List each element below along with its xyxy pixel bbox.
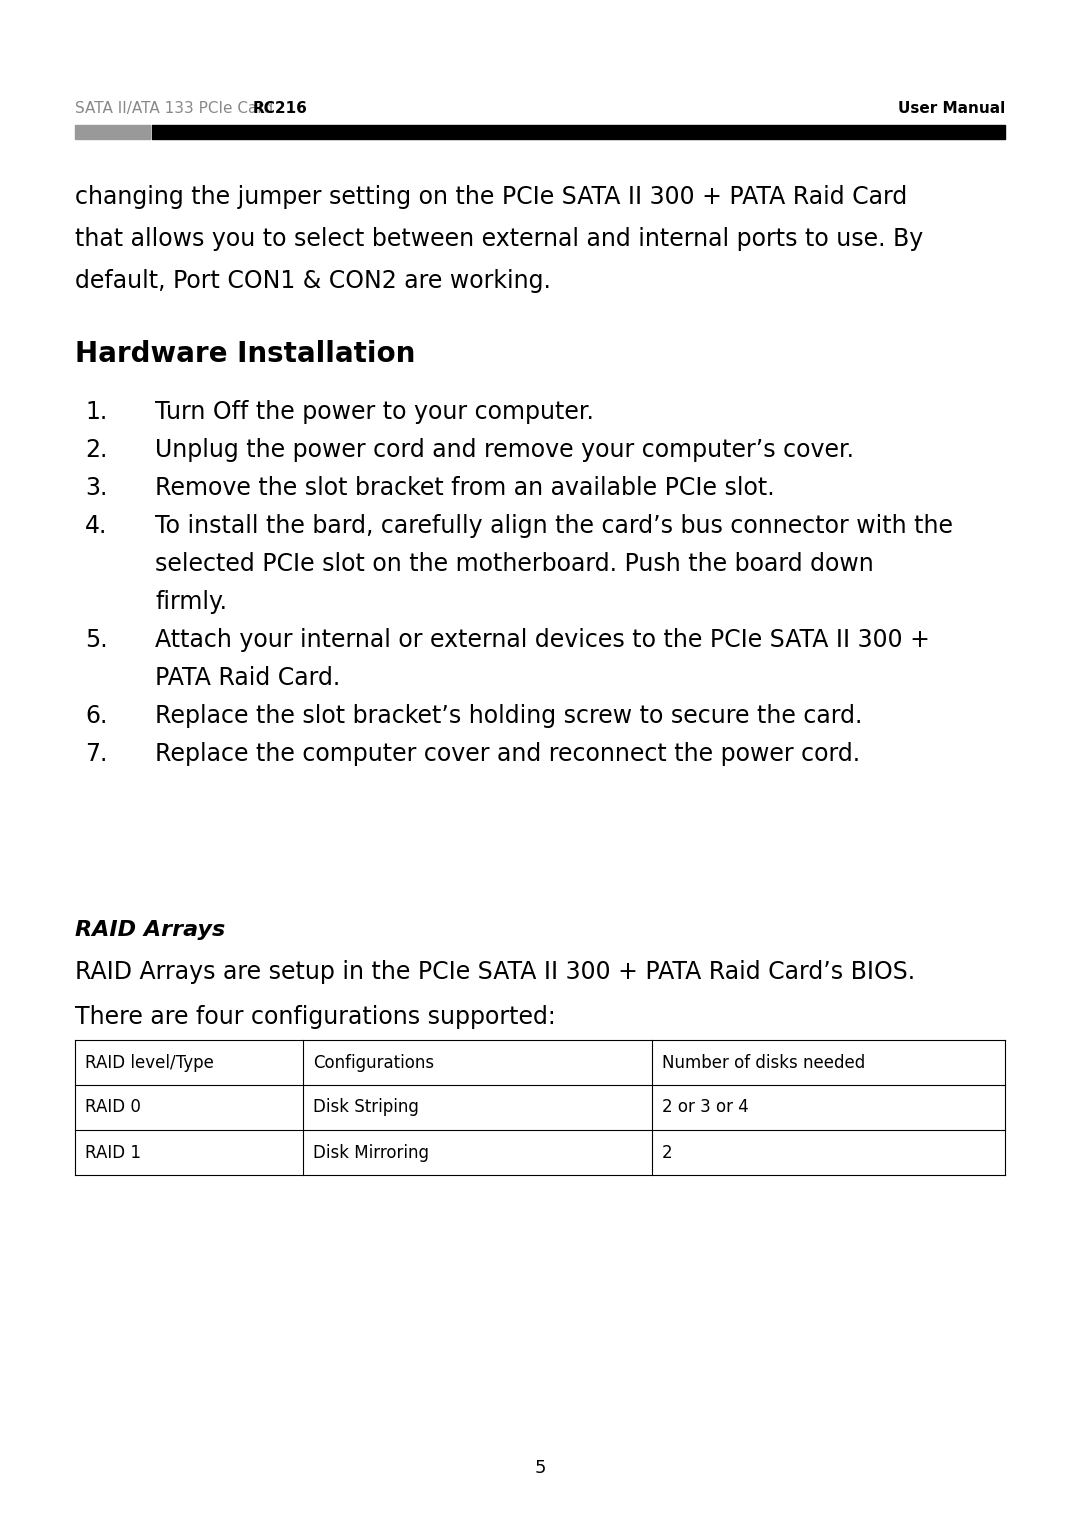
Text: User Manual: User Manual bbox=[897, 101, 1005, 116]
Text: Hardware Installation: Hardware Installation bbox=[75, 340, 416, 369]
Text: Replace the slot bracket’s holding screw to secure the card.: Replace the slot bracket’s holding screw… bbox=[156, 704, 862, 728]
Text: Remove the slot bracket from an available PCIe slot.: Remove the slot bracket from an availabl… bbox=[156, 477, 774, 500]
Text: RC216: RC216 bbox=[253, 101, 308, 116]
Text: RAID 1: RAID 1 bbox=[85, 1144, 141, 1162]
Text: RAID level/Type: RAID level/Type bbox=[85, 1054, 214, 1072]
Text: Number of disks needed: Number of disks needed bbox=[662, 1054, 865, 1072]
Text: 6.: 6. bbox=[85, 704, 107, 728]
Text: Replace the computer cover and reconnect the power cord.: Replace the computer cover and reconnect… bbox=[156, 742, 860, 766]
Text: Disk Mirroring: Disk Mirroring bbox=[313, 1144, 429, 1162]
Text: default, Port CON1 & CON2 are working.: default, Port CON1 & CON2 are working. bbox=[75, 270, 551, 292]
Text: RAID Arrays are setup in the PCIe SATA II 300 + PATA Raid Card’s BIOS.: RAID Arrays are setup in the PCIe SATA I… bbox=[75, 959, 915, 984]
Text: firmly.: firmly. bbox=[156, 589, 227, 614]
Text: 3.: 3. bbox=[85, 477, 107, 500]
Text: To install the bard, carefully align the card’s bus connector with the: To install the bard, carefully align the… bbox=[156, 513, 953, 538]
Text: 5.: 5. bbox=[85, 627, 108, 652]
Text: 7.: 7. bbox=[85, 742, 107, 766]
Text: There are four configurations supported:: There are four configurations supported: bbox=[75, 1005, 556, 1030]
Text: 5: 5 bbox=[535, 1459, 545, 1477]
Text: 2: 2 bbox=[662, 1144, 672, 1162]
Text: Attach your internal or external devices to the PCIe SATA II 300 +: Attach your internal or external devices… bbox=[156, 627, 930, 652]
Text: 2.: 2. bbox=[85, 439, 107, 461]
Text: RAID 0: RAID 0 bbox=[85, 1098, 140, 1116]
Text: changing the jumper setting on the PCIe SATA II 300 + PATA Raid Card: changing the jumper setting on the PCIe … bbox=[75, 184, 907, 209]
Text: Turn Off the power to your computer.: Turn Off the power to your computer. bbox=[156, 401, 594, 423]
Text: PATA Raid Card.: PATA Raid Card. bbox=[156, 666, 340, 690]
Text: 1.: 1. bbox=[85, 401, 107, 423]
Text: Disk Striping: Disk Striping bbox=[313, 1098, 419, 1116]
Text: 2 or 3 or 4: 2 or 3 or 4 bbox=[662, 1098, 748, 1116]
Text: SATA II/ATA 133 PCIe Card: SATA II/ATA 133 PCIe Card bbox=[75, 101, 279, 116]
Text: 4.: 4. bbox=[85, 513, 107, 538]
Text: Unplug the power cord and remove your computer’s cover.: Unplug the power cord and remove your co… bbox=[156, 439, 854, 461]
Text: that allows you to select between external and internal ports to use. By: that allows you to select between extern… bbox=[75, 227, 923, 251]
Text: selected PCIe slot on the motherboard. Push the board down: selected PCIe slot on the motherboard. P… bbox=[156, 551, 874, 576]
Text: RAID Arrays: RAID Arrays bbox=[75, 920, 226, 940]
Text: Configurations: Configurations bbox=[313, 1054, 434, 1072]
